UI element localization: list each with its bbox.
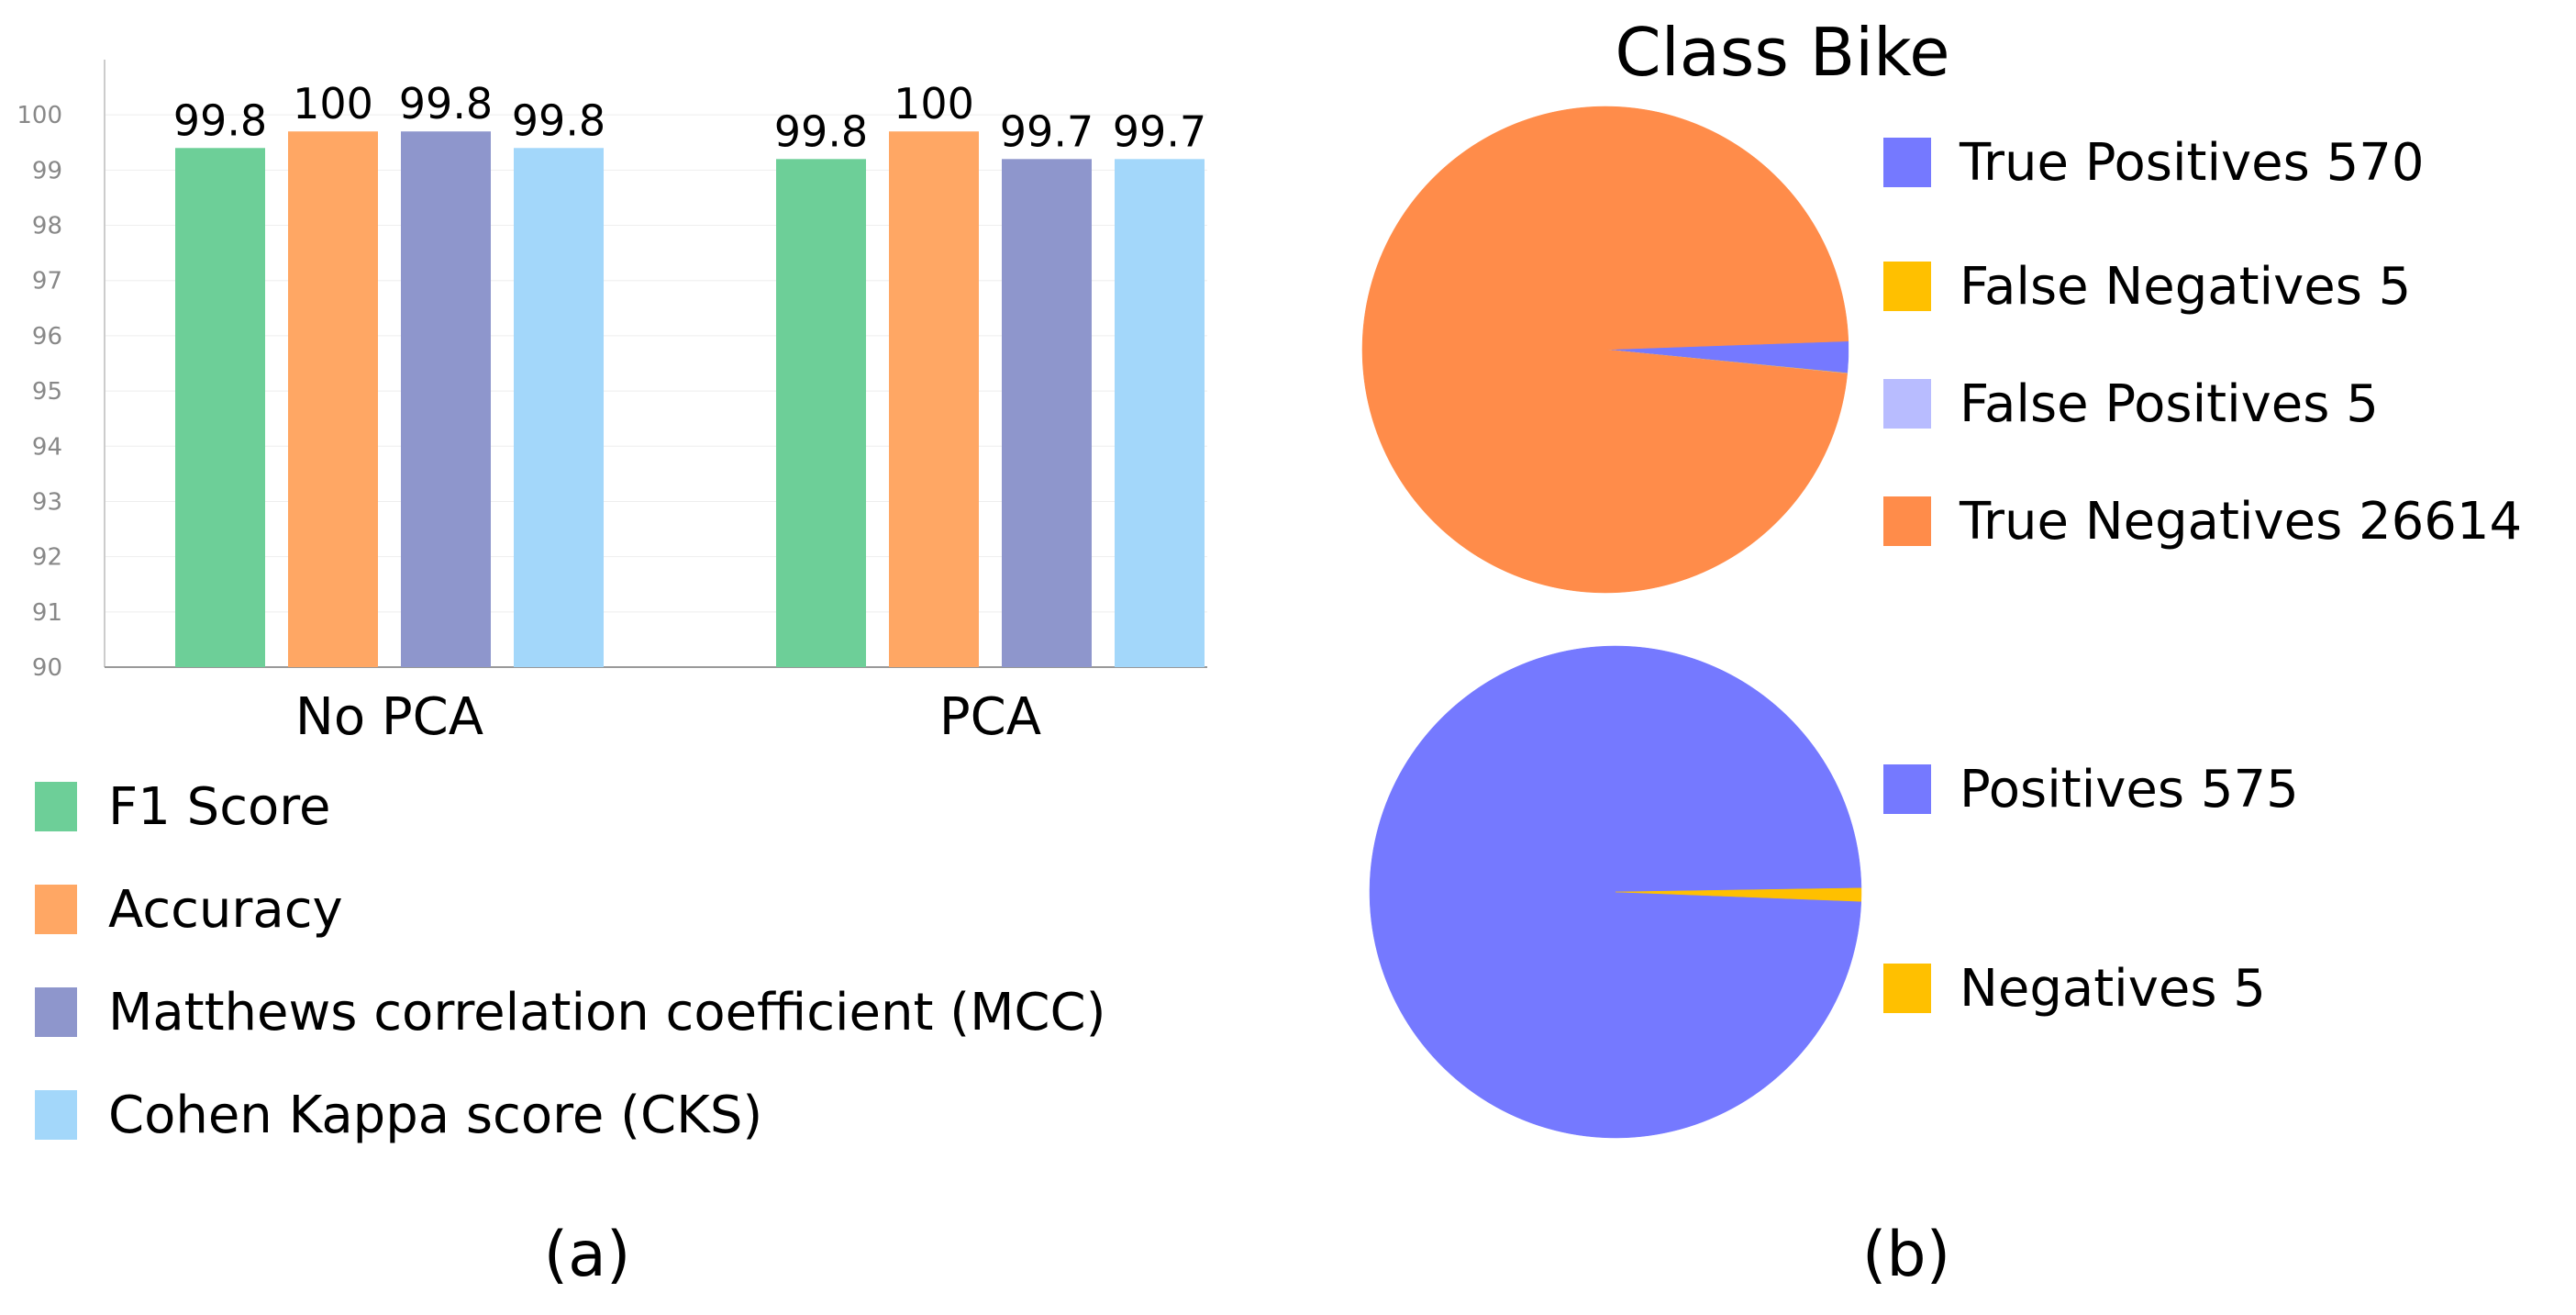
bar-pca-matthews-correlation-coefficient-mcc xyxy=(1002,159,1092,667)
bar-pca-cohen-kappa-score-cks xyxy=(1115,159,1205,667)
bars xyxy=(175,131,1205,668)
legend-label: Negatives 5 xyxy=(1960,959,2266,1019)
pie-legend-positives-negatives: Positives 575 Negatives 5 xyxy=(1883,760,2299,1019)
legend-swatch-negatives-5 xyxy=(1883,964,1931,1013)
x-category-labels: No PCA PCA xyxy=(295,687,1041,747)
y-tick-label: 96 xyxy=(32,323,62,351)
bar-pca-f1-score xyxy=(776,159,866,667)
legend-label: False Positives 5 xyxy=(1960,374,2379,434)
bar-legend: F1 Score Accuracy Matthews correlation coe… xyxy=(35,777,1105,1145)
legend-label: Accuracy xyxy=(108,880,343,940)
legend-label: Cohen Kappa score (CKS) xyxy=(108,1086,762,1145)
bar-no-pca-accuracy xyxy=(288,131,378,668)
legend-swatch-false-negatives-5 xyxy=(1883,262,1931,311)
pie-chart-confusion xyxy=(1361,106,1849,594)
bar-value-label: 99.8 xyxy=(512,95,605,145)
y-tick-label: 100 xyxy=(17,102,62,129)
legend-label: F1 Score xyxy=(108,777,330,837)
y-tick-label: 93 xyxy=(32,488,62,516)
legend-label: Matthews correlation coefficient (MCC) xyxy=(108,983,1105,1042)
x-category-label: PCA xyxy=(939,687,1041,747)
bar-value-label: 99.7 xyxy=(1000,106,1094,156)
y-tick-label: 90 xyxy=(32,654,62,682)
bar-value-label: 99.7 xyxy=(1113,106,1206,156)
y-tick-label: 97 xyxy=(32,268,62,295)
legend-swatch-f1-score xyxy=(35,782,77,831)
bar-no-pca-cohen-kappa-score-cks xyxy=(514,148,604,668)
y-tick-label: 98 xyxy=(32,213,62,240)
pie-chart-title: Class Bike xyxy=(1615,14,1949,91)
legend-label: Positives 575 xyxy=(1960,760,2299,819)
bar-value-label: 100 xyxy=(894,79,974,128)
y-tick-label: 95 xyxy=(32,378,62,406)
legend-label: True Negatives 26614 xyxy=(1959,492,2522,552)
bar-value-labels: 99.8 100 99.8 99.8 99.8 100 99.7 99.7 xyxy=(173,79,1206,156)
legend-swatch-accuracy xyxy=(35,885,77,934)
legend-swatch-positives-575 xyxy=(1883,764,1931,814)
bar-value-label: 99.8 xyxy=(173,95,267,145)
legend-label: True Positives 570 xyxy=(1959,133,2425,193)
legend-swatch-false-positives-5 xyxy=(1883,379,1931,429)
panel-label-b: (b) xyxy=(1862,1219,1950,1291)
bar-no-pca-f1-score xyxy=(175,148,265,668)
bar-pca-accuracy xyxy=(889,131,979,668)
y-tick-label: 99 xyxy=(32,157,62,184)
legend-swatch-cohen-kappa-score-cks xyxy=(35,1090,77,1140)
legend-swatch-true-negatives-26614 xyxy=(1883,496,1931,546)
bar-value-label: 100 xyxy=(293,79,373,128)
pie-chart-positives-negatives xyxy=(1369,645,1862,1139)
y-tick-label: 91 xyxy=(32,599,62,627)
bar-value-label: 99.8 xyxy=(399,79,493,128)
y-tick-labels: 90 91 92 93 94 95 96 97 98 99 100 xyxy=(17,102,62,682)
y-tick-label: 92 xyxy=(32,544,62,572)
x-category-label: No PCA xyxy=(295,687,483,747)
legend-label: False Negatives 5 xyxy=(1960,257,2411,317)
pie-slice-negatives-5 xyxy=(1615,887,1862,902)
bar-value-label: 99.8 xyxy=(774,106,868,156)
legend-swatch-matthews-correlation-coefficient-mcc xyxy=(35,987,77,1037)
pie-slice-true-negatives-26614 xyxy=(1361,106,1849,594)
pie-legend-confusion: True Positives 570 False Negatives 5 False… xyxy=(1883,133,2522,552)
legend-swatch-true-positives-570 xyxy=(1883,138,1931,187)
pie-section: Class Bike True Positives 570 False Negat… xyxy=(1361,14,2522,1291)
bar-no-pca-matthews-correlation-coefficient-mcc xyxy=(401,131,491,668)
panel-label-a: (a) xyxy=(544,1219,631,1291)
y-tick-label: 94 xyxy=(32,433,62,461)
